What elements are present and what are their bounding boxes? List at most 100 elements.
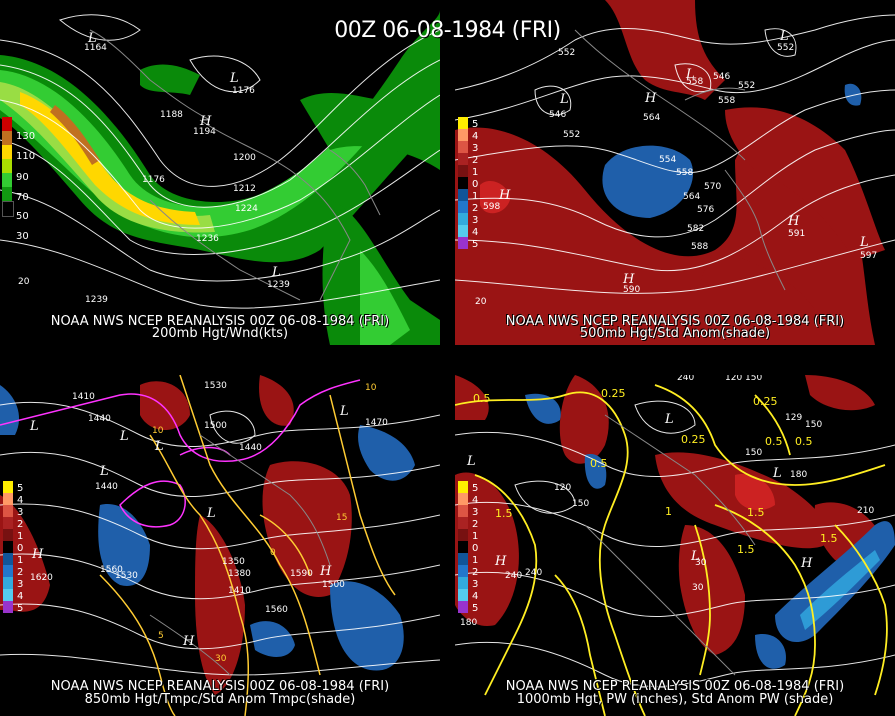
svg-text:L: L [87,31,97,46]
svg-text:552: 552 [563,130,580,140]
svg-text:1440: 1440 [88,414,111,424]
svg-text:1.5: 1.5 [820,532,838,545]
svg-text:L: L [466,454,476,469]
svg-text:1560: 1560 [100,565,123,575]
svg-text:1530: 1530 [115,571,138,581]
svg-text:554: 554 [659,155,676,165]
svg-text:1470: 1470 [365,418,388,428]
main-title: 00Z 06-08-1984 (FRI) [334,18,561,43]
svg-text:1500: 1500 [322,580,345,590]
svg-text:H: H [494,554,507,569]
svg-text:1212: 1212 [233,184,256,194]
svg-text:1239: 1239 [267,280,290,290]
svg-text:1500: 1500 [204,421,227,431]
legend-label: 30 [16,231,29,242]
svg-text:588: 588 [691,242,708,252]
svg-text:0.5: 0.5 [765,435,783,448]
svg-text:1224: 1224 [235,204,258,214]
legend-label: 2 [472,155,479,166]
svg-text:30: 30 [695,558,707,568]
svg-text:H: H [31,547,44,562]
svg-text:597: 597 [860,251,877,261]
svg-text:1200: 1200 [233,153,256,163]
svg-text:0: 0 [270,548,276,558]
svg-text:10: 10 [152,426,164,436]
svg-text:546: 546 [549,110,566,120]
svg-text:1440: 1440 [239,443,262,453]
svg-text:20: 20 [475,297,487,307]
svg-text:590: 590 [623,285,640,295]
svg-text:0.5: 0.5 [590,457,608,470]
svg-text:150: 150 [745,448,762,458]
svg-text:1.5: 1.5 [495,507,513,520]
map-200mb: 1164 1176 1188 1194 1176 1200 1212 1224 … [0,10,440,345]
svg-text:1380: 1380 [228,569,251,579]
svg-text:H: H [644,91,657,106]
svg-text:120: 120 [725,375,742,383]
panel-850mb: 1410 1440 1530 1500 1440 1470 1440 1380 … [0,375,440,716]
svg-text:L: L [99,464,109,479]
map-1000mb: 240 120 150 129 150 150 120 150 180 210 … [455,375,895,716]
svg-text:558: 558 [718,96,735,106]
svg-text:558: 558 [676,168,693,178]
svg-text:564: 564 [683,192,700,202]
svg-text:1194: 1194 [193,127,216,137]
svg-text:129: 129 [785,413,802,423]
svg-text:1440: 1440 [95,482,118,492]
svg-text:1239: 1239 [85,295,108,305]
legend-label: 2 [472,203,479,214]
legend-label: 130 [16,131,36,142]
legend-label: 5 [472,119,479,130]
legend-label: 4 [472,591,479,602]
legend-label: 2 [17,567,24,578]
svg-text:0.25: 0.25 [601,387,626,400]
legend-label: 5 [472,603,479,614]
svg-text:552: 552 [777,43,794,53]
legend-850mb: 5 4 3 2 1 0 1 2 3 4 5 [3,481,23,614]
legend-label: 4 [472,227,479,238]
svg-text:546: 546 [713,72,730,82]
svg-text:0.5: 0.5 [473,392,491,405]
svg-text:L: L [119,429,129,444]
svg-text:L: L [779,29,789,44]
legend-label: 4 [17,495,24,506]
svg-text:L: L [271,265,281,280]
svg-text:150: 150 [745,375,762,383]
caption-line1: NOAA NWS NCEP REANALYSIS 00Z 06-08-1984 … [50,679,390,694]
svg-text:1350: 1350 [222,557,245,567]
legend-label: 90 [16,172,29,183]
svg-text:576: 576 [697,205,714,215]
caption-line1: NOAA NWS NCEP REANALYSIS 00Z 06-08-1984 … [505,314,845,329]
caption-line2: 850mb Hgt/Tmpc/Std Anom Tmpc(shade) [84,692,356,707]
legend-label: 2 [472,567,479,578]
svg-text:1560: 1560 [265,605,288,615]
svg-text:240: 240 [505,571,522,581]
svg-text:L: L [690,549,700,564]
svg-text:180: 180 [460,618,477,628]
legend-label: 1 [472,191,479,202]
svg-text:210: 210 [857,506,874,516]
map-850mb: 1410 1440 1530 1500 1440 1470 1440 1380 … [0,375,440,716]
svg-text:1: 1 [665,505,672,518]
legend-label: 2 [472,519,479,530]
svg-text:L: L [859,235,869,250]
svg-text:1620: 1620 [30,573,53,583]
svg-text:570: 570 [704,182,721,192]
svg-text:H: H [199,114,212,129]
svg-text:240: 240 [525,568,542,578]
legend-label: 3 [472,143,479,154]
legend-label: 110 [16,151,36,162]
svg-text:1.5: 1.5 [747,506,765,519]
svg-text:120: 120 [554,483,571,493]
svg-text:L: L [229,71,239,86]
svg-text:1410: 1410 [228,586,251,596]
legend-label: 0 [472,543,479,554]
legend-label: 3 [472,215,479,226]
svg-text:0.25: 0.25 [681,433,706,446]
svg-text:1176: 1176 [142,175,165,185]
legend-label: 1 [17,531,24,542]
legend-label: 0 [17,543,24,554]
legend-label: 4 [472,131,479,142]
svg-text:H: H [787,214,800,229]
legend-label: 5 [472,239,479,250]
